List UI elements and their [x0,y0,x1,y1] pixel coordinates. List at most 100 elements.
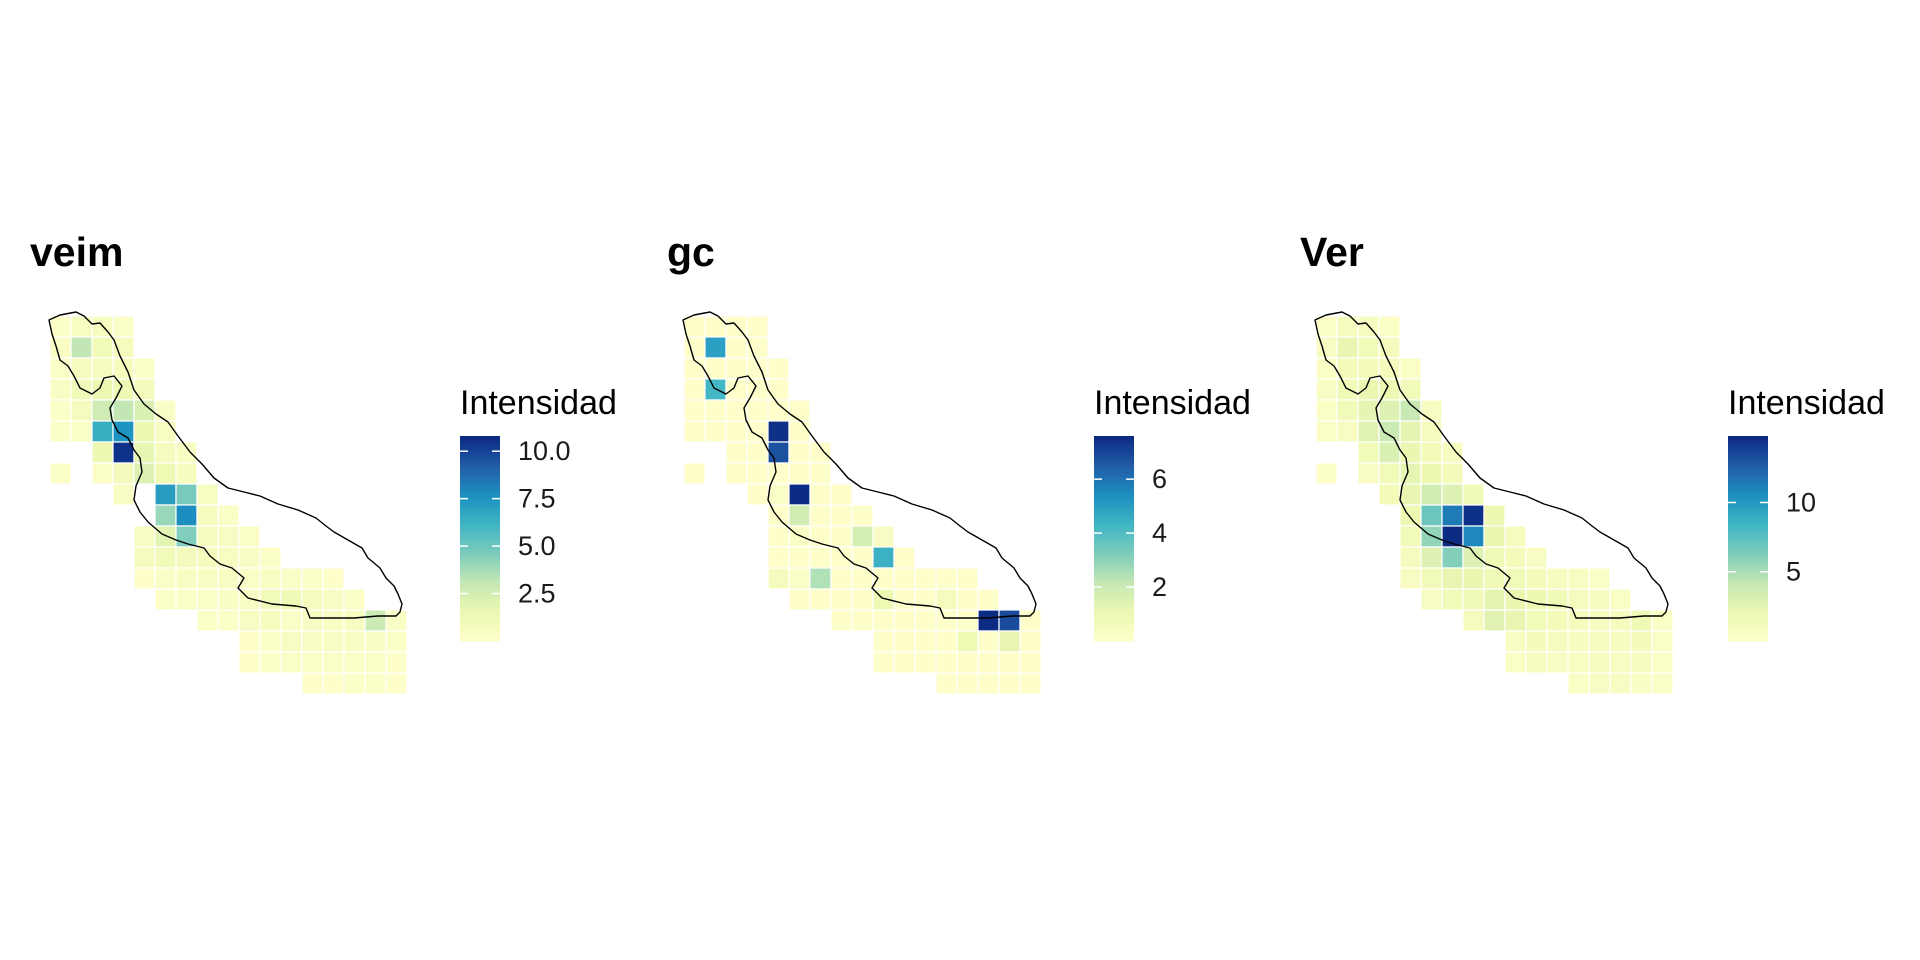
colorbar-segment [1094,606,1134,611]
heatmap-cell [1462,588,1485,611]
heatmap-cell [1019,630,1042,653]
colorbar-segment [1094,610,1134,615]
heatmap-cell [1357,441,1380,464]
heatmap-cell [364,609,387,632]
colorbar-segment [1728,497,1768,502]
heatmap-cell [1630,630,1653,653]
heatmap-cell [977,672,1000,695]
heatmap-cell [259,609,282,632]
heatmap-cell [1546,651,1569,674]
colorbar-segment [1728,576,1768,581]
heatmap-cell [1336,399,1359,422]
heatmap-cell [872,609,895,632]
heatmap-cell [1315,315,1338,338]
heatmap-cell [133,420,156,443]
heatmap-cell [259,630,282,653]
heatmap-cell [196,567,219,590]
colorbar-segment [1728,555,1768,560]
heatmap-cell [1420,399,1443,422]
heatmap-cell [322,609,345,632]
heatmap-cell [1420,462,1443,485]
heatmap-cell [767,420,790,443]
colorbar-segment [1094,620,1134,625]
colorbar-segment [1728,504,1768,509]
heatmap-cell [683,462,706,485]
heatmap-cell [1483,525,1506,548]
heatmap-cell [1019,609,1042,632]
heatmap-cell [914,651,937,674]
colorbar-segment [460,596,500,601]
heatmap-cell [385,630,408,653]
heatmap-cell [1420,483,1443,506]
colorbar-segment [1094,589,1134,594]
heatmap-cell [70,399,93,422]
heatmap-cell [133,441,156,464]
panel-veim: veim Intensidad 2.5 5.0 7.5 10.0 [30,229,617,695]
colorbar-segment [1728,603,1768,608]
colorbar-segment [1728,623,1768,628]
heatmap-cell [788,588,811,611]
colorbar-segment [1094,555,1134,560]
colorbar-segment [460,473,500,478]
heatmap-cell [998,609,1021,632]
heatmap-cell [893,609,916,632]
colorbar-segment [1094,586,1134,591]
heatmap-cell [767,546,790,569]
heatmap-cell [1378,462,1401,485]
heatmap-cell [1567,588,1590,611]
heatmap-cell [1462,609,1485,632]
heatmap-cell [133,378,156,401]
colorbar-segment [460,586,500,591]
colorbar-segment [1094,627,1134,632]
state-outline-gc [682,311,1037,619]
heatmap-cell [767,525,790,548]
colorbar-segment [1728,620,1768,625]
colorbar-gc [1094,436,1134,642]
colorbar-segment [1094,617,1134,622]
colorbar-segment [460,559,500,564]
colorbar-segment [1094,531,1134,536]
heatmap-cell [830,567,853,590]
heatmap-cell [322,567,345,590]
heatmap-cell [1315,420,1338,443]
heatmap-cell [767,378,790,401]
colorbar-segment [1094,497,1134,502]
colorbar-segment [1094,436,1134,441]
colorbar-segment [1728,511,1768,516]
heatmap-cell [91,336,114,359]
heatmap-cell [1567,567,1590,590]
heatmap-cell [746,483,769,506]
heatmap-cell [1336,420,1359,443]
heatmap-cell [1462,483,1485,506]
heatmap-cell [301,651,324,674]
colorbar-veim [460,436,500,642]
legend-title-ver: Intensidad [1728,384,1885,422]
heatmap-cell [154,462,177,485]
colorbar-segment [460,490,500,495]
colorbar-segment [1728,531,1768,536]
colorbar-segment [1728,514,1768,519]
heatmap-cell [112,420,135,443]
colorbar-segment [460,511,500,516]
legend-gc: Intensidad 2 4 6 [1094,384,1251,642]
colorbar-segment [1094,504,1134,509]
heatmap-cell [977,630,1000,653]
heatmap-cell [238,651,261,674]
colorbar-segment [460,528,500,533]
colorbar-segment [460,446,500,451]
colorbar-segment [460,637,500,642]
heatmap-cell [1399,420,1422,443]
legend-tick-label: 4 [1152,518,1167,548]
heatmap-cell [49,399,72,422]
heatmap-cell [1504,567,1527,590]
heatmap-cell [788,504,811,527]
heatmap-cell [1630,672,1653,695]
state-outline-ver [1314,311,1669,619]
heatmap-cell [1546,609,1569,632]
colorbar-segment [1094,630,1134,635]
heatmap-cell [1357,357,1380,380]
heatmap-cell [1525,630,1548,653]
heatmap-cell [322,588,345,611]
heatmap-cell [175,462,198,485]
heatmap-cell [133,567,156,590]
